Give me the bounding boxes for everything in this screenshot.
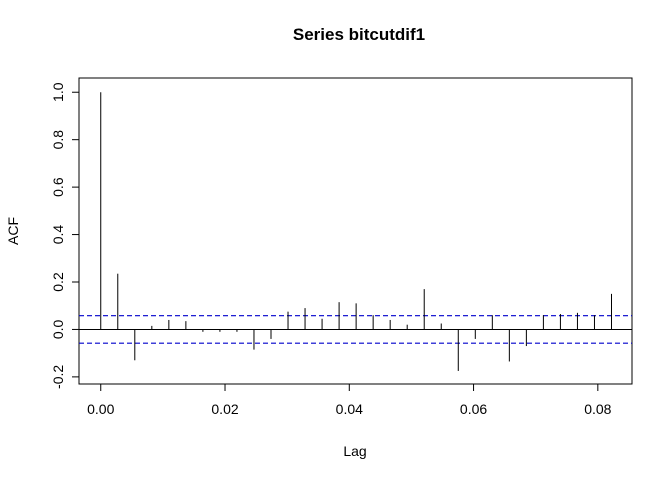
x-tick-label: 0.00 bbox=[87, 401, 114, 417]
x-tick-label: 0.06 bbox=[460, 401, 487, 417]
confidence-bounds bbox=[79, 315, 632, 344]
y-tick-label: 0.2 bbox=[50, 272, 66, 292]
x-axis-label: Lag bbox=[343, 443, 366, 459]
plot-frame bbox=[78, 77, 633, 385]
y-tick-label: 0.4 bbox=[50, 225, 66, 245]
y-tick-label: 0.6 bbox=[50, 177, 66, 197]
chart-title: Series bitcutdif1 bbox=[293, 25, 425, 44]
y-tick-label: 0.8 bbox=[50, 130, 66, 150]
y-tick-label: -0.2 bbox=[50, 365, 66, 389]
x-tick-label: 0.02 bbox=[211, 401, 238, 417]
y-axis-label: ACF bbox=[5, 217, 21, 245]
y-axis: -0.2 0.0 0.2 0.4 0.6 0.8 1.0 bbox=[50, 82, 80, 389]
x-tick-label: 0.04 bbox=[336, 401, 363, 417]
acf-bars bbox=[100, 92, 612, 371]
x-axis: 0.00 0.02 0.04 0.06 0.08 bbox=[87, 383, 612, 417]
y-tick-label: 0.0 bbox=[50, 320, 66, 340]
x-tick-label: 0.08 bbox=[584, 401, 611, 417]
y-tick-label: 1.0 bbox=[50, 82, 66, 102]
